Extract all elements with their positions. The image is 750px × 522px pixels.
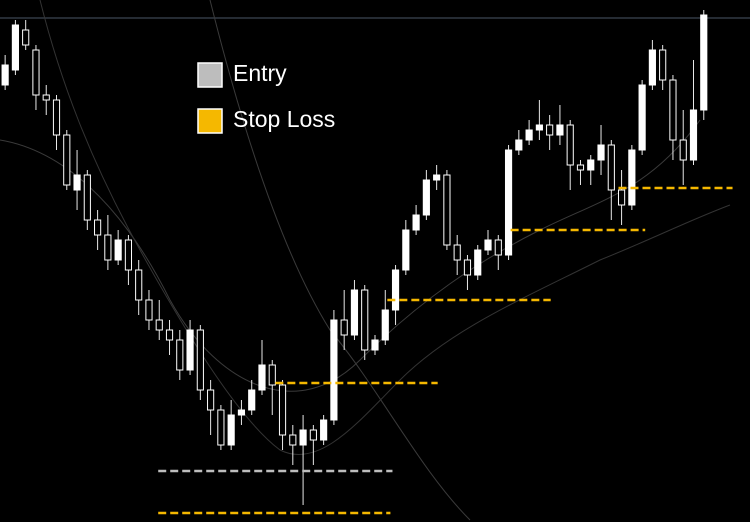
candle-body bbox=[659, 49, 667, 81]
candle-body bbox=[268, 364, 276, 386]
legend-label: Entry bbox=[233, 60, 287, 86]
candle-body bbox=[73, 174, 81, 191]
candle-body bbox=[700, 14, 708, 111]
candle-body bbox=[124, 239, 133, 271]
candle-body bbox=[340, 319, 348, 336]
candle-body bbox=[381, 309, 389, 341]
candle-body bbox=[566, 124, 574, 166]
candle-body bbox=[155, 319, 163, 331]
candle-body bbox=[679, 139, 687, 161]
candle-body bbox=[289, 434, 297, 446]
candle-body bbox=[350, 289, 359, 336]
candle-body bbox=[607, 144, 615, 191]
candle-body bbox=[371, 339, 379, 351]
candle-body bbox=[320, 419, 328, 441]
candle-body bbox=[176, 339, 184, 371]
candle-body bbox=[361, 289, 369, 351]
candle-body bbox=[32, 49, 40, 96]
candle-body bbox=[546, 124, 554, 136]
envelope-upper bbox=[0, 119, 701, 392]
candle-body bbox=[433, 174, 441, 181]
candle-body bbox=[42, 94, 50, 101]
candle-body bbox=[83, 174, 91, 221]
candle-body bbox=[52, 99, 61, 136]
legend-swatch bbox=[197, 62, 223, 88]
candle-body bbox=[135, 269, 143, 301]
candle-body bbox=[648, 49, 656, 86]
candle-body bbox=[217, 409, 225, 446]
legend: Entry Stop Loss bbox=[197, 60, 335, 134]
candle-body bbox=[278, 384, 287, 436]
legend-swatch bbox=[197, 108, 223, 134]
candle-body bbox=[196, 329, 204, 391]
candle-body bbox=[587, 159, 595, 171]
candle-body bbox=[628, 149, 636, 206]
candle-body bbox=[114, 239, 122, 261]
candle-body bbox=[422, 179, 430, 216]
candle-body bbox=[94, 219, 102, 236]
candle-body bbox=[186, 329, 194, 371]
candle-body bbox=[391, 269, 400, 311]
candle-body bbox=[165, 329, 174, 341]
candle-body bbox=[248, 389, 256, 411]
candle-body bbox=[525, 129, 533, 141]
candle-body bbox=[402, 229, 410, 271]
legend-label: Stop Loss bbox=[233, 106, 335, 132]
candle-body bbox=[1, 64, 9, 86]
candle-body bbox=[443, 174, 451, 246]
candle-body bbox=[412, 214, 420, 231]
envelope-lower bbox=[209, 0, 471, 521]
candle-body bbox=[474, 249, 482, 276]
envelope-mid bbox=[39, 0, 731, 456]
marks bbox=[1, 10, 733, 515]
candle-body bbox=[258, 364, 266, 391]
candle-body bbox=[638, 84, 646, 151]
candle-body bbox=[576, 164, 585, 171]
candle-body bbox=[669, 79, 677, 141]
candle-body bbox=[535, 124, 543, 131]
candle-body bbox=[689, 109, 698, 161]
candle-body bbox=[504, 149, 513, 256]
candle-body bbox=[22, 29, 30, 46]
candle-body bbox=[63, 134, 71, 186]
candle-body bbox=[309, 429, 317, 441]
candle-body bbox=[11, 24, 19, 71]
candle-body bbox=[453, 244, 461, 261]
candle-body bbox=[484, 239, 492, 251]
candle-body bbox=[299, 429, 307, 446]
candle-body bbox=[207, 389, 215, 411]
candle-body bbox=[597, 144, 605, 161]
candle-body bbox=[463, 259, 472, 276]
candle-body bbox=[494, 239, 502, 256]
candle-body bbox=[227, 414, 235, 446]
candle-body bbox=[617, 189, 626, 206]
candle-body bbox=[330, 319, 338, 421]
candle-body bbox=[556, 124, 564, 136]
candle-body bbox=[104, 234, 112, 261]
candle-body bbox=[237, 409, 246, 416]
candle-body bbox=[515, 139, 523, 151]
candle-body bbox=[145, 299, 153, 321]
